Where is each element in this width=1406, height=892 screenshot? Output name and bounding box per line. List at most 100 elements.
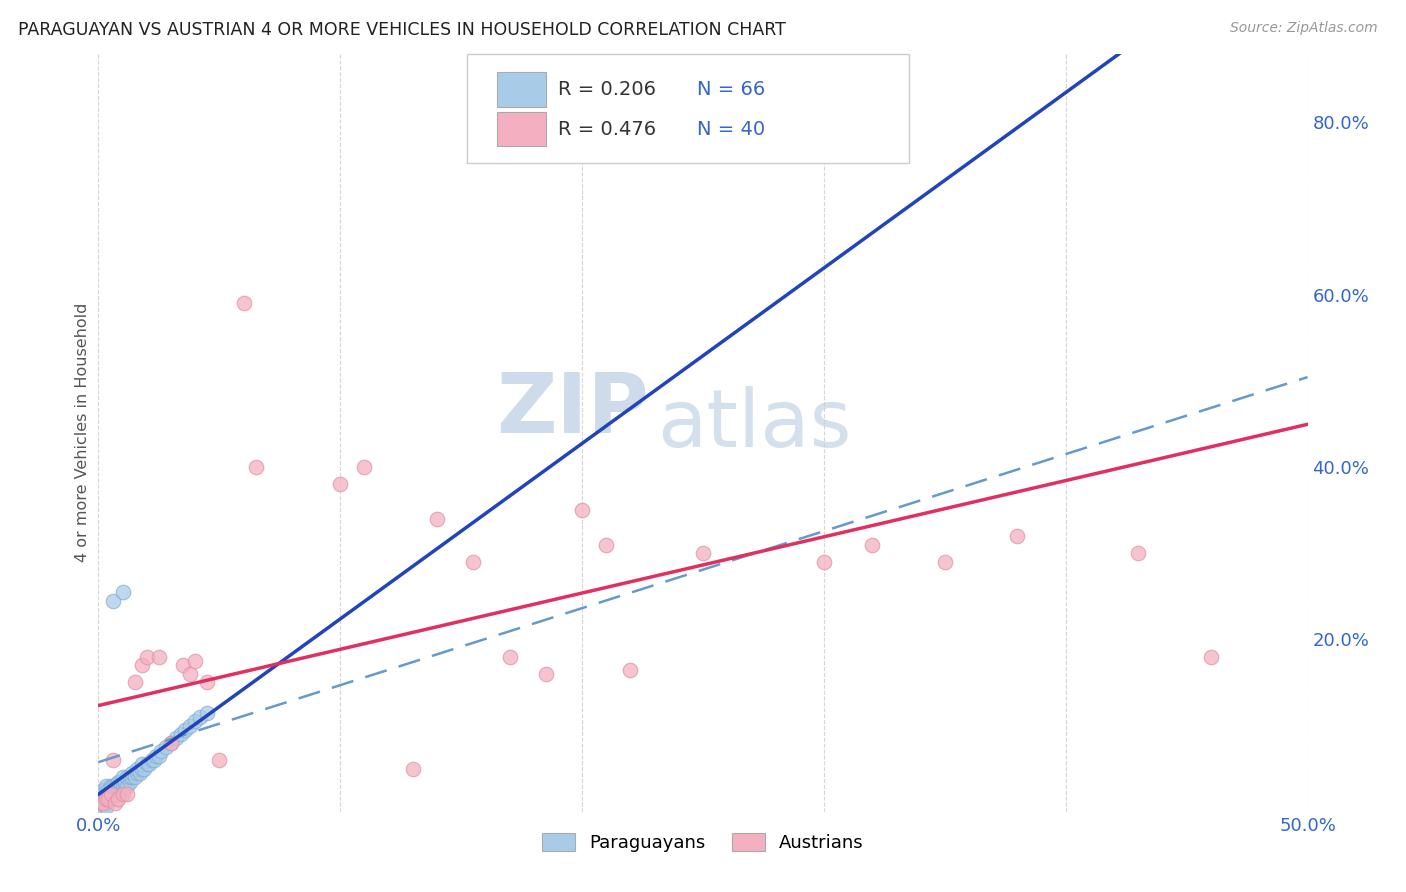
Point [121, 770, 143, 784]
Point [172, 658, 194, 673]
Point [534, 666, 557, 681]
Text: PARAGUAYAN VS AUSTRIAN 4 OR MORE VEHICLES IN HOUSEHOLD CORRELATION CHART: PARAGUAYAN VS AUSTRIAN 4 OR MORE VEHICLE… [18, 21, 786, 38]
Point [463, 555, 485, 569]
Point [90, 788, 112, 802]
Point [94, 792, 117, 806]
Point [90, 796, 112, 810]
Point [101, 753, 124, 767]
Point [619, 663, 641, 677]
Point [143, 753, 166, 767]
Point [138, 757, 160, 772]
Point [245, 460, 267, 475]
Point [107, 774, 129, 789]
Text: R = 0.206: R = 0.206 [558, 79, 657, 99]
Point [94, 779, 117, 793]
Point [97, 792, 120, 806]
Point [184, 714, 207, 729]
Point [94, 800, 117, 814]
Point [131, 757, 153, 772]
Point [740, 81, 762, 95]
Point [813, 555, 835, 569]
Point [160, 736, 183, 750]
Point [111, 779, 134, 793]
Point [91, 788, 114, 802]
Point [91, 796, 114, 810]
Point [101, 779, 124, 793]
Point [100, 788, 122, 802]
Point [97, 792, 120, 806]
Point [100, 779, 122, 793]
Point [111, 783, 134, 797]
Point [94, 792, 117, 806]
FancyBboxPatch shape [498, 112, 546, 146]
Point [148, 649, 170, 664]
Point [1128, 546, 1150, 560]
Point [692, 546, 714, 560]
Point [571, 503, 593, 517]
Point [104, 788, 127, 802]
Point [90, 792, 112, 806]
Point [160, 736, 183, 750]
Point [100, 788, 122, 802]
Point [165, 731, 187, 746]
Point [131, 762, 153, 776]
Point [135, 649, 157, 664]
Y-axis label: 4 or more Vehicles in Household: 4 or more Vehicles in Household [75, 303, 90, 562]
Point [934, 555, 956, 569]
Point [111, 585, 134, 599]
Point [128, 766, 150, 780]
Point [111, 770, 134, 784]
Point [104, 796, 127, 810]
Point [498, 649, 520, 664]
Point [155, 740, 177, 755]
Point [402, 762, 425, 776]
Point [90, 796, 112, 810]
Point [195, 675, 218, 690]
Text: atlas: atlas [657, 386, 852, 464]
Point [174, 723, 197, 737]
Point [118, 774, 141, 789]
Legend: Paraguayans, Austrians: Paraguayans, Austrians [534, 826, 872, 860]
Point [188, 710, 211, 724]
Point [100, 792, 122, 806]
Point [107, 783, 129, 797]
Point [169, 727, 191, 741]
Point [127, 766, 149, 780]
Point [1007, 529, 1029, 543]
Point [114, 774, 136, 789]
Point [184, 654, 207, 668]
Point [127, 762, 149, 776]
Point [135, 757, 157, 772]
Point [426, 512, 449, 526]
Text: ZIP: ZIP [496, 369, 648, 450]
Point [107, 779, 129, 793]
Point [114, 779, 136, 793]
Point [595, 538, 617, 552]
Point [121, 766, 143, 780]
Point [131, 658, 153, 673]
Point [117, 779, 139, 793]
Point [117, 788, 139, 802]
Point [124, 770, 146, 784]
Point [329, 477, 352, 491]
Point [118, 770, 141, 784]
Point [97, 783, 120, 797]
Point [1199, 649, 1222, 664]
Point [150, 744, 173, 758]
Point [94, 788, 117, 802]
Point [101, 783, 124, 797]
Point [94, 796, 117, 810]
Point [91, 792, 114, 806]
Point [101, 593, 124, 607]
Point [353, 460, 375, 475]
Point [91, 783, 114, 797]
Point [91, 800, 114, 814]
Point [134, 762, 156, 776]
Point [97, 788, 120, 802]
Point [195, 706, 218, 720]
Point [101, 788, 124, 802]
Text: Source: ZipAtlas.com: Source: ZipAtlas.com [1230, 21, 1378, 35]
Point [145, 748, 167, 763]
Point [111, 788, 134, 802]
Point [860, 538, 883, 552]
